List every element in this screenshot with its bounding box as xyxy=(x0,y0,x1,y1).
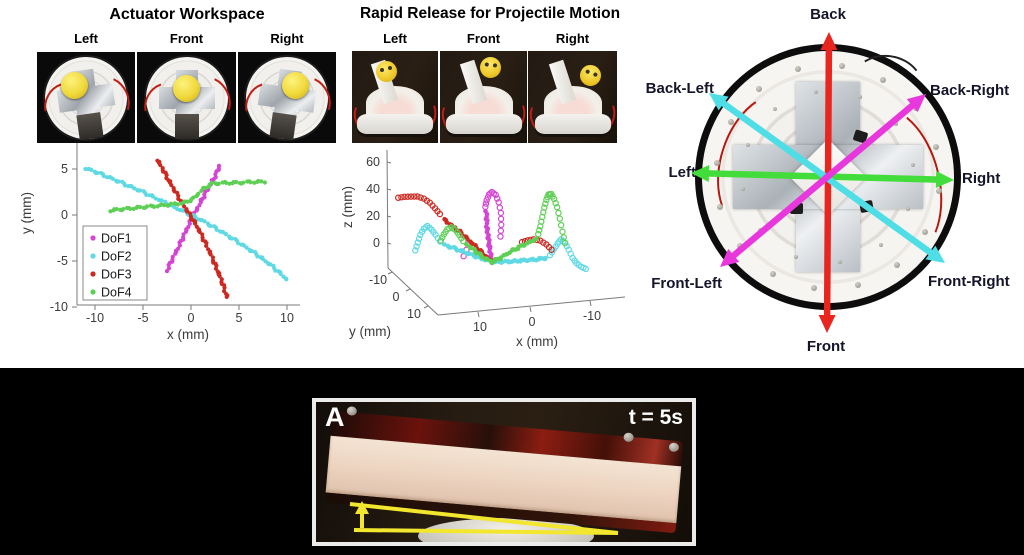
base-plate xyxy=(445,114,522,134)
snapshot-frame: A t = 5s xyxy=(312,398,696,546)
workspace-photo-label-front: Front xyxy=(169,31,204,46)
release-photo-label-front: Front xyxy=(466,31,501,46)
screw-dot xyxy=(905,207,910,212)
direction-label-back-left: Back-Left xyxy=(645,80,714,97)
svg-text:5: 5 xyxy=(61,162,68,176)
workspace-photo-right xyxy=(238,52,336,143)
screw-dot xyxy=(811,285,818,292)
svg-text:-10: -10 xyxy=(369,273,387,287)
direction-label-back-right: Back-Right xyxy=(930,82,1010,99)
svg-text:-5: -5 xyxy=(137,311,148,325)
workspace-photo-left xyxy=(37,52,135,143)
direction-label-back: Back xyxy=(810,6,846,23)
screw-dot xyxy=(769,271,776,278)
screw-dot xyxy=(814,89,819,94)
direction-label-front-right: Front-Right xyxy=(928,273,1010,290)
svg-text:z (mm): z (mm) xyxy=(340,186,355,228)
screw-dot xyxy=(717,203,724,210)
release-photo-right xyxy=(528,51,617,143)
screw-dot xyxy=(756,85,763,92)
tilt-angle-annotation xyxy=(349,501,619,535)
svg-text:-10: -10 xyxy=(583,309,601,323)
svg-text:20: 20 xyxy=(366,209,380,223)
screw-dot xyxy=(858,95,863,100)
svg-text:60: 60 xyxy=(366,155,380,169)
subfigure-label: A xyxy=(325,402,345,432)
svg-text:DoF1: DoF1 xyxy=(101,232,132,246)
yellow-ball xyxy=(61,72,88,99)
svg-text:y (mm): y (mm) xyxy=(349,324,391,339)
screw-dot xyxy=(727,118,734,125)
svg-text:DoF4: DoF4 xyxy=(101,286,132,300)
svg-text:10: 10 xyxy=(473,320,487,334)
yellow-ball xyxy=(282,72,309,99)
dark-flap xyxy=(174,113,199,139)
screw-dot xyxy=(736,242,743,249)
screw-dot xyxy=(795,66,802,73)
svg-text:-5: -5 xyxy=(57,254,68,268)
screw-dot xyxy=(913,105,920,112)
direction-label-front-left: Front-Left xyxy=(651,275,722,292)
svg-text:0: 0 xyxy=(188,311,195,325)
screw-dot xyxy=(880,76,887,83)
device-top-photo xyxy=(695,44,961,310)
release-photo-label-right: Right xyxy=(555,31,590,46)
screw-dot xyxy=(837,260,842,265)
screw-dot xyxy=(932,144,939,151)
tilted-book-photo: A t = 5s xyxy=(316,402,692,542)
svg-text:10: 10 xyxy=(407,307,421,321)
svg-text:x (mm): x (mm) xyxy=(516,334,558,349)
release-title: Rapid Release for Projectile Motion xyxy=(359,5,621,22)
svg-text:0: 0 xyxy=(373,236,380,250)
direction-label-left: Left xyxy=(668,164,697,181)
svg-text:y (mm): y (mm) xyxy=(19,192,34,234)
screw-dot xyxy=(878,242,883,247)
release-photo-front xyxy=(440,51,527,143)
direction-label-front: Front xyxy=(806,338,846,355)
screw-dot xyxy=(793,254,798,259)
workspace-plot: -10 -5 0 5 10 -10 -5 0 5 x (mm) y (mm) DoF1 DoF2 DoF3… xyxy=(19,143,300,342)
svg-text:5: 5 xyxy=(236,311,243,325)
workspace-photo-label-left: Left xyxy=(74,31,98,46)
up-arrow-icon xyxy=(355,501,369,514)
workspace-title: Actuator Workspace xyxy=(109,6,265,23)
svg-text:x (mm): x (mm) xyxy=(167,327,209,342)
svg-text:-10: -10 xyxy=(86,311,104,325)
screw-dot xyxy=(838,62,845,69)
screw-dot xyxy=(893,262,900,269)
yellow-ball xyxy=(376,61,397,82)
timestamp-label: t = 5s xyxy=(628,406,683,429)
yellow-ball xyxy=(477,54,504,81)
yellow-ball xyxy=(173,75,200,102)
release-plot: 0 20 40 60 -10 0 10 10 0 -10 x (mm) y (mm) z (mm) xyxy=(340,149,626,349)
svg-text:DoF3: DoF3 xyxy=(101,268,132,282)
release-photo-label-left: Left xyxy=(383,31,407,46)
device-plate xyxy=(145,56,228,139)
svg-text:0: 0 xyxy=(61,208,68,222)
svg-text:DoF2: DoF2 xyxy=(101,250,132,264)
svg-text:-10: -10 xyxy=(50,300,68,314)
screw-dot xyxy=(854,281,861,288)
screw-dot xyxy=(740,186,745,191)
bottom-banner: A t = 5s xyxy=(0,368,1024,555)
screw-dot xyxy=(713,160,720,167)
direction-label-right: Right xyxy=(962,170,1001,187)
screw-dot xyxy=(936,187,943,194)
svg-text:40: 40 xyxy=(366,182,380,196)
workspace-photo-front xyxy=(137,52,236,143)
workspace-photo-label-right: Right xyxy=(270,31,304,46)
base-plate xyxy=(534,114,611,134)
screw-dot xyxy=(893,122,898,127)
svg-text:0: 0 xyxy=(529,315,536,329)
svg-text:10: 10 xyxy=(280,311,294,325)
svg-text:0: 0 xyxy=(393,290,400,304)
release-photo-left xyxy=(352,51,438,143)
base-plate xyxy=(357,114,433,134)
